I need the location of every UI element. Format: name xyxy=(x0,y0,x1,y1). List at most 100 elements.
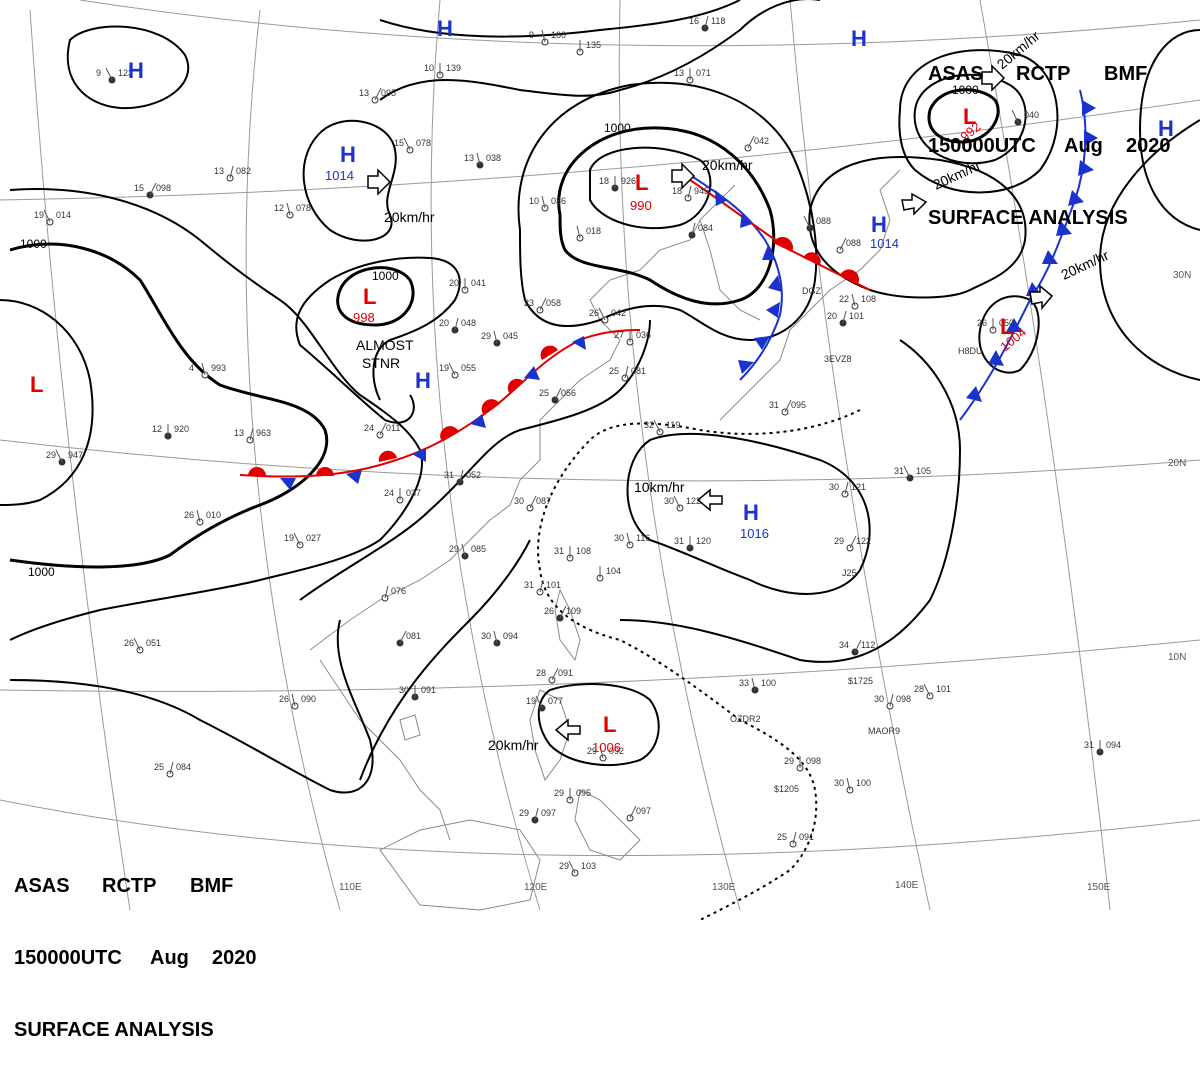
station-pressure: 094 xyxy=(503,631,518,641)
warm-symbol xyxy=(248,467,266,476)
isobar-990-inner xyxy=(589,146,712,230)
lat-label: 30N xyxy=(1173,270,1191,281)
station-model: 30 098 xyxy=(874,693,911,710)
station-model: 27 036 xyxy=(614,330,651,346)
station-temp: 25 xyxy=(154,762,164,772)
station-temp: 31 xyxy=(554,546,564,556)
station-temp: 31 xyxy=(674,536,684,546)
isobar-1016 xyxy=(626,432,871,595)
station-pressure: 051 xyxy=(146,638,161,648)
station-pressure: 042 xyxy=(754,136,769,146)
ship-id: MAOR9 xyxy=(868,726,900,736)
wind-barb xyxy=(624,365,629,379)
station-pressure: 100 xyxy=(761,678,776,688)
meridian-120e xyxy=(430,0,541,911)
station-temp: 16 xyxy=(689,16,699,26)
station-model: 088 xyxy=(836,237,861,254)
station-temp: 23 xyxy=(524,298,534,308)
station-temp: 26 xyxy=(279,694,289,704)
station-model: 31 052 xyxy=(444,469,481,486)
arrow-icon xyxy=(671,162,696,190)
station-model: 30 116 xyxy=(614,532,650,549)
low-center: L xyxy=(603,712,616,737)
station-model: 29 122 xyxy=(834,535,871,552)
isobar-south-outer xyxy=(9,619,374,794)
station-temp: 26 xyxy=(589,308,599,318)
china-coast xyxy=(309,184,736,651)
station-pressure: 105 xyxy=(916,466,931,476)
cold-symbol xyxy=(1082,100,1096,116)
wind-barb xyxy=(459,469,464,483)
high-center: H xyxy=(415,368,431,393)
station-pressure: 082 xyxy=(236,166,251,176)
header-top-right: ASAS RCTP BMF 150000UTC Aug 2020 SURFACE ANA… xyxy=(928,14,1188,254)
station-model: 15 098 xyxy=(134,182,171,199)
station-temp: 33 xyxy=(739,678,749,688)
high-center: H xyxy=(851,26,867,51)
taiwan-coast xyxy=(554,588,581,662)
header-time: 150000UTC xyxy=(928,135,1036,157)
station-model: 042 xyxy=(744,135,769,152)
station-model: 19 055 xyxy=(439,362,476,379)
header-line-1: ASAS RCTP BMF xyxy=(928,62,1188,86)
station-model: 018 xyxy=(576,225,601,242)
wind-barb xyxy=(541,29,546,43)
low-center: L xyxy=(30,372,43,397)
station-model: 31 108 xyxy=(554,546,591,562)
station-pressure: 011 xyxy=(386,423,400,433)
station-pressure: 090 xyxy=(301,694,316,704)
station-temp: 29 xyxy=(784,756,794,766)
station-model: 30 087 xyxy=(514,495,551,512)
station-temp: 29 xyxy=(46,450,56,460)
low-center: L xyxy=(635,170,648,195)
header-line-3: SURFACE ANALYSIS xyxy=(14,1019,214,1041)
wind-barb xyxy=(849,535,857,549)
luzon-coast xyxy=(529,689,571,782)
wind-barb xyxy=(889,693,894,707)
wind-barb xyxy=(854,639,862,653)
wind-barb xyxy=(374,87,382,101)
ship-id: OZDR2 xyxy=(730,714,761,724)
station-pressure: 088 xyxy=(816,216,831,226)
station-temp: 30 xyxy=(399,685,409,695)
low-center: L xyxy=(363,284,376,309)
low-center: L xyxy=(963,104,976,129)
station-pressure: 993 xyxy=(211,363,226,373)
cold-symbol xyxy=(572,336,586,350)
header-line-1: ASAS RCTP BMF xyxy=(14,874,284,898)
station-pressure: 098 xyxy=(896,694,911,704)
station-temp: 26 xyxy=(977,318,987,328)
wind-barb xyxy=(673,495,681,509)
arrow-icon xyxy=(981,64,1006,92)
station-model: 13 095 xyxy=(359,87,396,104)
wind-barb xyxy=(844,481,849,495)
station-pressure: 055 xyxy=(461,363,476,373)
cold-symbol xyxy=(470,414,486,428)
station-model: 23 058 xyxy=(524,297,561,314)
low-center: L xyxy=(1000,314,1013,339)
wind-barb xyxy=(568,860,576,874)
wind-barb xyxy=(461,543,466,557)
ship-id: $1725 xyxy=(848,676,873,686)
speed-label: 10km/hr xyxy=(634,479,685,495)
station-model: 26 051 xyxy=(124,637,161,654)
station-pressure: 103 xyxy=(581,861,596,871)
cold-symbol xyxy=(524,366,540,380)
station-model: 22 108 xyxy=(839,293,876,310)
station-pressure: 122 xyxy=(686,496,701,506)
station-temp: 29 xyxy=(554,788,564,798)
station-pressure: 091 xyxy=(799,832,814,842)
wind-barb xyxy=(201,362,206,376)
station-temp: 19 xyxy=(34,210,44,220)
station-pressure: 056 xyxy=(561,388,576,398)
station-pressure: 048 xyxy=(461,318,476,328)
station-temp: 13 xyxy=(214,166,224,176)
station-model: 13 082 xyxy=(214,165,251,182)
cold-symbol xyxy=(966,386,982,402)
header-station: ASAS xyxy=(928,63,984,85)
cold-symbol xyxy=(1078,160,1094,176)
graticule xyxy=(0,0,1200,911)
station-model: 30 121 xyxy=(829,481,866,498)
wind-barb xyxy=(529,495,537,509)
station-model: 31 105 xyxy=(894,465,931,482)
